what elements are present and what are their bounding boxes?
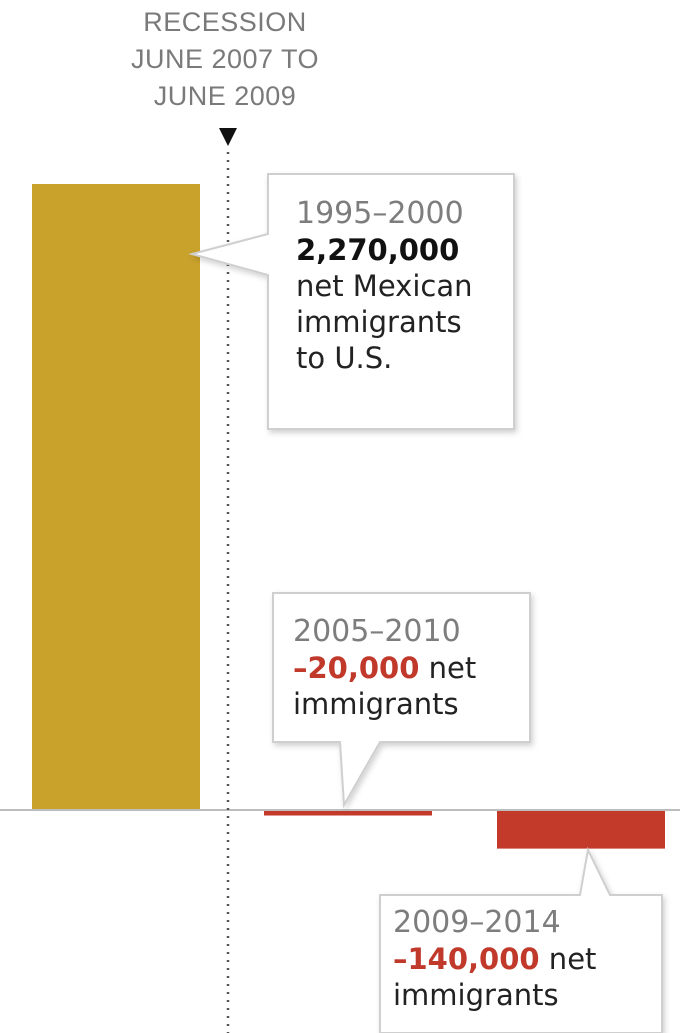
callout-text-1995-2000: 1995–2000 2,270,000 net Mexican immigran… <box>296 196 510 376</box>
callout-period: 2009–2014 <box>393 905 561 940</box>
callout-period: 1995–2000 <box>296 196 464 231</box>
callout-value: –20,000 <box>293 651 420 685</box>
callout-value: –140,000 <box>393 942 540 976</box>
callout-text-2005-2010: 2005–2010 –20,000 net immigrants <box>293 614 525 722</box>
callout-text-line: immigrants <box>293 687 459 721</box>
recession-label: RECESSION JUNE 2007 TO JUNE 2009 <box>90 4 360 115</box>
recession-label-line: RECESSION <box>143 7 307 37</box>
recession-label-line: JUNE 2009 <box>153 81 297 111</box>
callout-value-suffix: net <box>539 942 597 976</box>
callout-value: 2,270,000 <box>296 233 460 267</box>
bar-1995-2000 <box>32 184 200 810</box>
recession-label-line: JUNE 2007 TO <box>130 44 320 74</box>
callout-text-line: immigrants <box>393 978 559 1012</box>
bar-2009-2014 <box>497 810 665 849</box>
callout-text-line: to U.S. <box>296 341 393 375</box>
bars-layer <box>32 184 665 849</box>
callout-period: 2005–2010 <box>293 614 461 649</box>
callout-box-2005-2010 <box>272 592 531 809</box>
callout-text-line: net Mexican <box>296 269 473 303</box>
callout-text-line: immigrants <box>296 305 462 339</box>
bar-2005-2010 <box>264 810 432 816</box>
callout-text-2009-2014: 2009–2014 –140,000 net immigrants <box>393 905 657 1013</box>
callout-box-2009-2014 <box>379 846 663 1033</box>
callout-box-1995-2000 <box>188 173 515 430</box>
recession-marker-triangle <box>219 128 237 146</box>
callout-value-suffix: net <box>419 651 477 685</box>
